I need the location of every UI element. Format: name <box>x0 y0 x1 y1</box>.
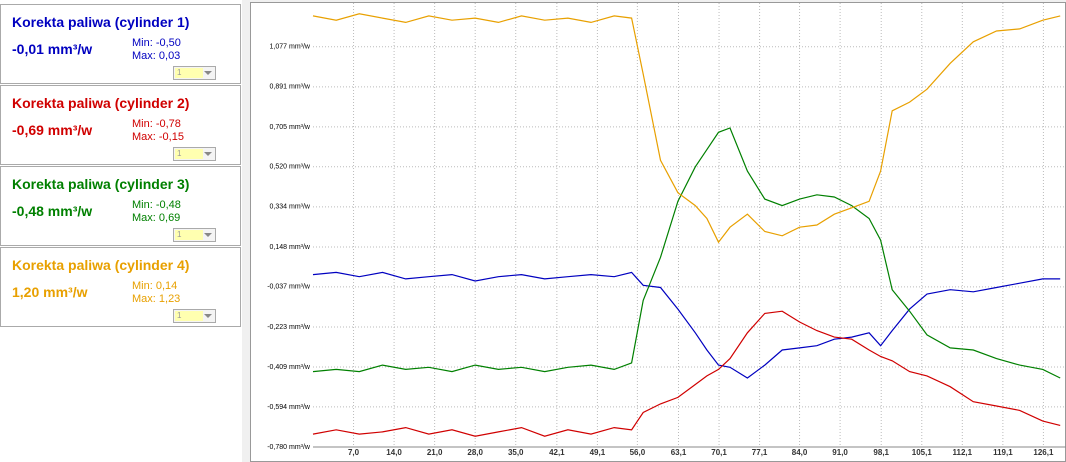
panel-title: Korekta paliwa (cylinder 2) <box>12 95 190 111</box>
panel-max: Max: 0,69 <box>132 212 181 224</box>
panel-max: Max: -0,15 <box>132 131 184 143</box>
x-tick-label: 91,0 <box>832 448 848 457</box>
sidebar: Korekta paliwa (cylinder 1) -0,01 mm³/w Mi… <box>0 0 242 462</box>
selector-value: 1 <box>175 68 203 78</box>
y-tick-label: -0,594 mm³/w <box>267 404 311 411</box>
selector-value: 1 <box>175 230 203 240</box>
x-tick-label: 42,1 <box>549 448 565 457</box>
dropdown-arrow <box>204 71 212 75</box>
selector[interactable]: 1 <box>173 228 216 242</box>
x-tick-label: 35,0 <box>508 448 524 457</box>
series-line <box>312 310 1061 437</box>
y-tick-label: -0,223 mm³/w <box>267 324 311 331</box>
selector-value: 1 <box>175 311 203 321</box>
y-tick-label: 0,334 mm³/w <box>270 204 311 211</box>
x-tick-label: 126,1 <box>1033 448 1054 457</box>
panel-min: Min: -0,50 <box>132 37 181 49</box>
x-tick-label: 84,0 <box>792 448 808 457</box>
chart-frame <box>250 2 1066 462</box>
x-tick-label: 28,0 <box>467 448 483 457</box>
x-tick-label: 56,0 <box>630 448 646 457</box>
x-tick-label: 105,1 <box>912 448 933 457</box>
x-tick-label: 77,1 <box>752 448 768 457</box>
panel-value: -0,01 mm³/w <box>12 41 93 57</box>
y-tick-label: 0,891 mm³/w <box>270 84 311 91</box>
panel-max: Max: 1,23 <box>132 293 181 305</box>
panel-value: -0,69 mm³/w <box>12 122 93 138</box>
dropdown-arrow <box>204 314 212 318</box>
panel-min: Min: 0,14 <box>132 280 178 292</box>
y-tick-label: 0,148 mm³/w <box>270 244 311 251</box>
y-tick-label: -0,037 mm³/w <box>267 284 311 291</box>
panel-value: -0,48 mm³/w <box>12 203 93 219</box>
x-tick-label: 98,1 <box>873 448 889 457</box>
sensor-panel: Korekta paliwa (cylinder 2) -0,69 mm³/w Mi… <box>0 85 241 165</box>
panel-title: Korekta paliwa (cylinder 1) <box>12 14 190 30</box>
selector-value: 1 <box>175 149 203 159</box>
series-line <box>312 127 1061 379</box>
x-tick-label: 119,1 <box>993 448 1013 457</box>
selector[interactable]: 1 <box>173 147 216 161</box>
x-tick-label: 21,0 <box>427 448 443 457</box>
chart: -0,780 mm³/w -0,594 mm³/w -0,409 mm³/w -0,2… <box>250 2 1066 462</box>
series-line <box>312 271 1061 379</box>
panel-title: Korekta paliwa (cylinder 4) <box>12 257 190 273</box>
y-tick-label: 1,077 mm³/w <box>270 44 311 51</box>
y-tick-label: -0,409 mm³/w <box>267 364 311 371</box>
x-tick-label: 70,1 <box>711 448 727 457</box>
y-tick-label: 0,520 mm³/w <box>270 164 311 171</box>
sensor-panel: Korekta paliwa (cylinder 4) 1,20 mm³/w Min… <box>0 247 241 327</box>
panel-value: 1,20 mm³/w <box>12 284 88 300</box>
dropdown-arrow <box>204 233 212 237</box>
y-tick-label: -0,780 mm³/w <box>267 444 311 451</box>
y-tick-label: 0,705 mm³/w <box>270 124 311 131</box>
panel-max: Max: 0,03 <box>132 50 181 62</box>
panel-title: Korekta paliwa (cylinder 3) <box>12 176 190 192</box>
x-tick-label: 7,0 <box>348 448 360 457</box>
series-line <box>312 13 1061 244</box>
sensor-panel: Korekta paliwa (cylinder 3) -0,48 mm³/w Mi… <box>0 166 241 246</box>
selector[interactable]: 1 <box>173 309 216 323</box>
x-tick-label: 49,1 <box>590 448 606 457</box>
dropdown-arrow <box>204 152 212 156</box>
x-tick-label: 63,1 <box>671 448 687 457</box>
panel-min: Min: -0,78 <box>132 118 181 130</box>
x-tick-label: 112,1 <box>953 448 973 457</box>
selector[interactable]: 1 <box>173 66 216 80</box>
sensor-panel: Korekta paliwa (cylinder 1) -0,01 mm³/w Mi… <box>0 4 241 84</box>
panel-min: Min: -0,48 <box>132 199 181 211</box>
x-tick-label: 14,0 <box>386 448 402 457</box>
